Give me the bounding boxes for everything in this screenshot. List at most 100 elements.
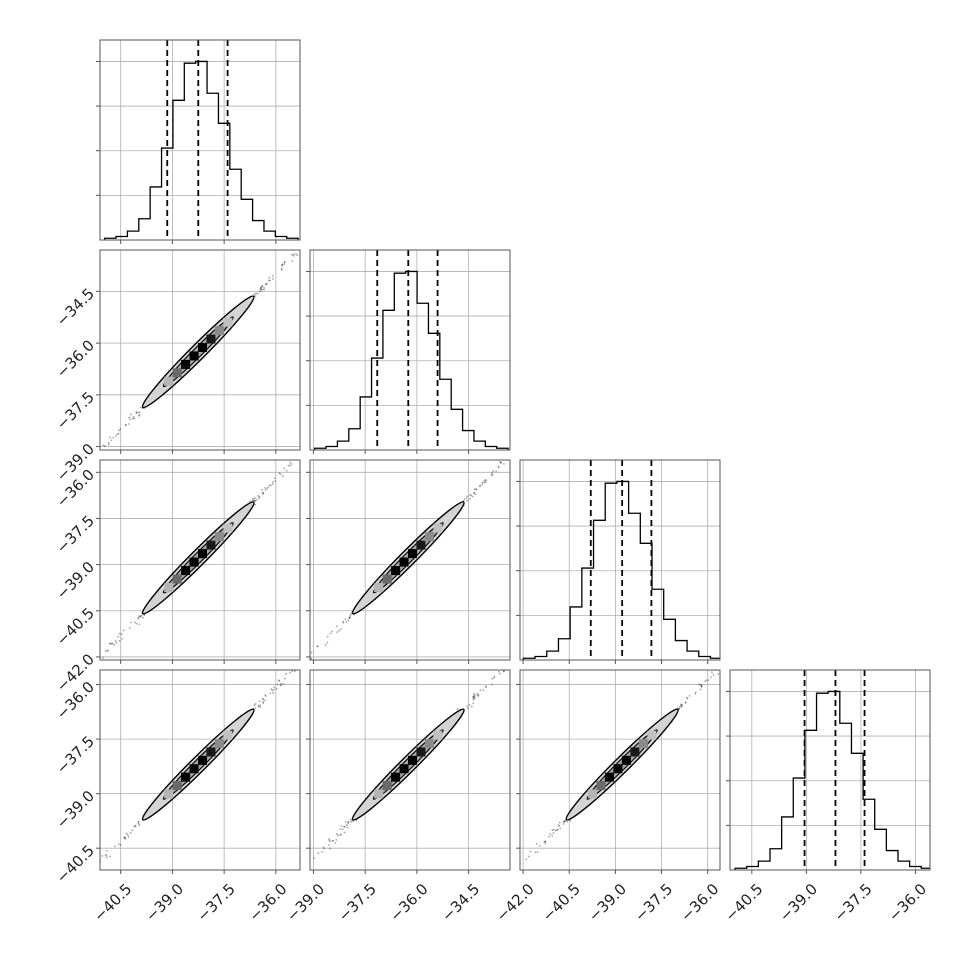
scatter-point xyxy=(93,867,95,869)
scatter-point xyxy=(291,670,294,673)
scatter-point xyxy=(257,292,259,295)
scatter-point xyxy=(137,617,139,620)
scatter-point xyxy=(688,695,691,697)
scatter-point xyxy=(544,423,546,425)
hist-bar-13 xyxy=(675,641,687,660)
density-square xyxy=(587,789,597,799)
scatter-point xyxy=(328,839,331,842)
scatter-point xyxy=(253,499,255,502)
scatter-point xyxy=(336,834,339,837)
scatter-point xyxy=(344,821,347,823)
scatter-point xyxy=(510,663,512,665)
panel-content xyxy=(520,615,774,870)
scatter-point xyxy=(700,684,703,686)
scatter-point xyxy=(772,615,774,617)
y-tick-label: −39.0 xyxy=(53,558,98,603)
density-square xyxy=(399,557,409,567)
panel-frame xyxy=(99,669,301,871)
scatter-point xyxy=(477,694,480,697)
scatter-point xyxy=(268,484,271,487)
scatter-point xyxy=(313,857,316,860)
scatter-point xyxy=(343,831,346,834)
scatter-point xyxy=(128,626,131,629)
scatter-point xyxy=(737,645,739,647)
scatter-point xyxy=(558,821,561,824)
scatter-point xyxy=(287,464,290,467)
scatter-point xyxy=(104,444,106,447)
density-square xyxy=(189,764,199,774)
scatter-point xyxy=(69,894,71,896)
scatter-point xyxy=(266,487,269,490)
scatter-point xyxy=(281,263,283,266)
density-square xyxy=(374,789,384,799)
scatter-point xyxy=(556,828,559,831)
scatter-point xyxy=(105,849,108,852)
scatter-point xyxy=(465,497,468,500)
hist-bar-9 xyxy=(417,303,428,450)
scatter-point xyxy=(475,488,477,490)
density-square xyxy=(424,739,434,749)
scatter-point xyxy=(347,822,349,825)
scatter-point xyxy=(73,886,75,888)
scatter-point xyxy=(307,862,309,864)
scatter-point xyxy=(323,847,326,850)
hist-bar-12 xyxy=(875,829,887,870)
scatter-point xyxy=(544,419,546,421)
scatter-point xyxy=(271,689,274,692)
scatter-point xyxy=(501,666,503,668)
scatter-point xyxy=(258,700,261,703)
density-square xyxy=(416,747,426,757)
scatter-point xyxy=(469,493,471,496)
scatter-point xyxy=(107,441,110,444)
scatter-point xyxy=(114,640,117,642)
scatter-point xyxy=(473,694,476,697)
hist-bar-3 xyxy=(349,429,360,450)
scatter-point xyxy=(344,618,347,621)
scatter-point xyxy=(335,417,337,419)
scatter-point xyxy=(474,696,476,699)
scatter-point xyxy=(472,697,475,699)
scatter-point xyxy=(108,642,111,645)
scatter-point xyxy=(332,839,334,842)
scatter-point xyxy=(288,677,290,679)
panel-2-2 xyxy=(516,459,721,664)
scatter-point xyxy=(276,683,279,686)
panel-3-3: −40.5 −39.0 −37.5 −36.0 xyxy=(721,669,931,925)
scatter-point xyxy=(264,489,267,491)
density-square xyxy=(223,523,233,533)
hist-bar-14 xyxy=(474,441,485,450)
scatter-point xyxy=(299,665,301,667)
scatter-point xyxy=(138,414,140,417)
scatter-point xyxy=(283,467,286,470)
density-square xyxy=(223,317,233,327)
scatter-point xyxy=(322,846,325,849)
scatter-point xyxy=(562,820,565,823)
scatter-point xyxy=(499,672,502,675)
density-square xyxy=(408,755,417,765)
scatter-point xyxy=(116,433,119,436)
density-square xyxy=(214,326,224,336)
density-square xyxy=(189,351,199,361)
panel-content xyxy=(520,460,720,660)
scatter-point xyxy=(717,665,719,667)
scatter-point xyxy=(126,833,129,836)
scatter-point xyxy=(125,832,128,835)
panel-frame xyxy=(519,669,721,871)
scatter-point xyxy=(305,867,307,869)
panel-content xyxy=(310,250,510,450)
scatter-point xyxy=(121,637,123,640)
scatter-point xyxy=(483,479,486,482)
scatter-point xyxy=(538,844,541,847)
scatter-point xyxy=(279,684,282,687)
scatter-point xyxy=(292,254,295,257)
scatter-point xyxy=(279,473,282,475)
scatter-point xyxy=(485,480,487,482)
scatter-point xyxy=(479,689,482,692)
scatter-point xyxy=(348,616,351,619)
scatter-point xyxy=(466,705,468,707)
scatter-point xyxy=(475,693,478,696)
scatter-point xyxy=(135,412,138,414)
scatter-point xyxy=(283,261,286,263)
scatter-point xyxy=(730,655,732,657)
